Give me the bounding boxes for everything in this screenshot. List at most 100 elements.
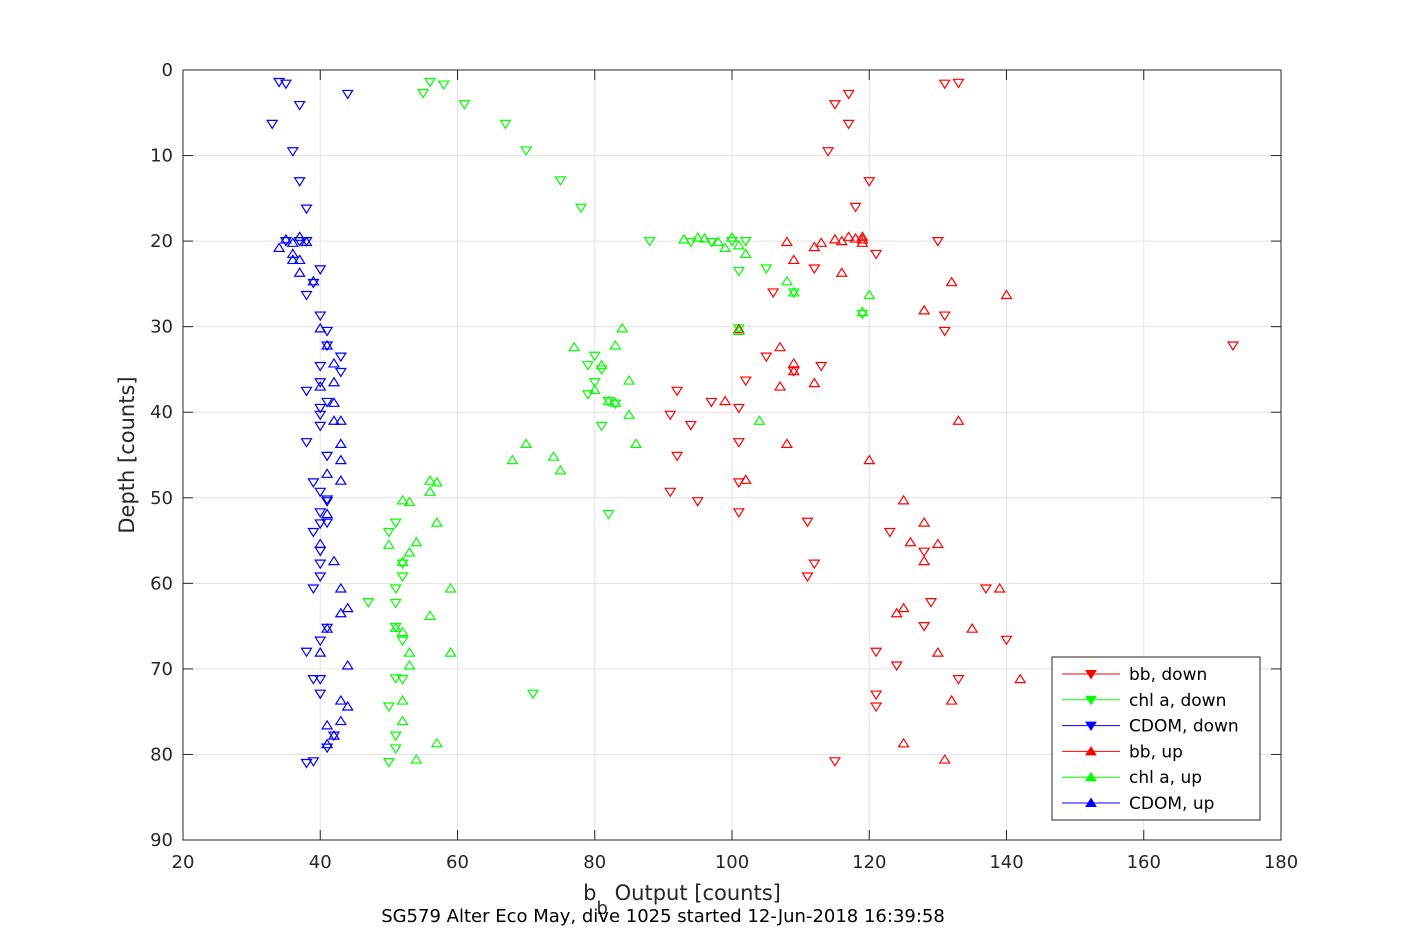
series-2 (266, 77, 354, 769)
x-tick-label: 120 (852, 852, 886, 873)
y-tick-label: 0 (162, 60, 173, 81)
data-point (341, 700, 354, 711)
data-point (423, 610, 437, 620)
y-axis-label: Depth [counts] (115, 376, 139, 533)
data-point (808, 241, 821, 252)
data-point (396, 626, 409, 637)
data-point (870, 249, 883, 260)
data-point (307, 757, 320, 767)
legend-marker (1085, 670, 1097, 680)
data-point (314, 361, 327, 372)
data-point (712, 236, 725, 247)
data-point (671, 451, 684, 462)
data-point (753, 415, 766, 425)
data-point (849, 202, 862, 213)
data-point (293, 237, 306, 247)
data-point (581, 390, 594, 400)
data-point (279, 237, 293, 247)
data-point (314, 647, 327, 657)
data-point (842, 89, 855, 100)
data-point (300, 647, 313, 658)
data-point (828, 100, 842, 110)
data-point (382, 539, 395, 549)
data-point (321, 719, 334, 730)
data-point (314, 403, 327, 414)
data-point (938, 311, 951, 322)
data-point (389, 674, 402, 684)
data-point (396, 636, 409, 647)
data-point (314, 380, 327, 391)
data-point (314, 487, 327, 498)
data-point (334, 475, 347, 485)
data-point (300, 236, 313, 247)
data-point (821, 147, 835, 157)
data-point (321, 518, 334, 529)
data-point (588, 384, 601, 395)
data-point (664, 487, 677, 498)
data-point (293, 254, 306, 265)
data-point (808, 559, 821, 570)
data-point (664, 410, 677, 421)
data-point (334, 694, 347, 705)
data-point (815, 361, 828, 372)
y-tick-label: 60 (150, 573, 173, 594)
data-point (1226, 341, 1240, 352)
data-point (334, 582, 347, 593)
legend-marker (1085, 771, 1097, 782)
legend: bb, down chl a, down CDOM, down bb, up chl a… (1051, 656, 1261, 821)
data-point (437, 80, 450, 91)
data-point (938, 753, 951, 764)
data-point (403, 546, 416, 557)
data-point (321, 451, 334, 462)
data-point (918, 555, 931, 566)
data-point (732, 323, 745, 334)
data-point (622, 374, 636, 385)
data-point (938, 79, 951, 90)
data-point (993, 582, 1006, 593)
data-point (691, 497, 704, 507)
data-point (732, 438, 745, 448)
legend-entry: CDOM, up (1062, 794, 1214, 814)
data-point (430, 737, 443, 748)
data-point (780, 236, 793, 247)
data-point (842, 119, 855, 130)
data-point (314, 572, 327, 583)
data-point (362, 598, 375, 608)
data-point (293, 177, 306, 187)
data-point (321, 339, 334, 350)
data-point (506, 454, 519, 465)
data-point (321, 497, 334, 507)
legend-marker (1085, 695, 1097, 706)
data-point (389, 518, 402, 529)
data-point (458, 100, 471, 110)
data-point (520, 146, 533, 157)
y-tick-label: 40 (150, 402, 173, 423)
data-point (801, 517, 814, 528)
data-point (321, 397, 334, 408)
data-point (931, 237, 944, 247)
data-point (739, 248, 752, 259)
data-point (863, 454, 876, 465)
data-point (739, 237, 752, 247)
data-point (396, 675, 409, 685)
data-point (520, 438, 533, 448)
data-point (739, 376, 752, 387)
data-point (293, 231, 306, 241)
data-point (293, 100, 306, 111)
data-point (945, 276, 958, 287)
data-point (307, 478, 320, 489)
data-point (272, 77, 286, 88)
data-point (554, 464, 567, 475)
data-point (300, 386, 313, 397)
data-point (863, 177, 876, 187)
data-point (334, 454, 347, 465)
data-point (890, 607, 903, 618)
data-point (314, 410, 327, 421)
data-point (554, 176, 567, 186)
data-point (314, 508, 327, 518)
data-point (382, 527, 395, 538)
data-point (314, 675, 327, 685)
data-point (430, 476, 443, 487)
data-point (739, 474, 752, 484)
data-point (341, 659, 354, 670)
